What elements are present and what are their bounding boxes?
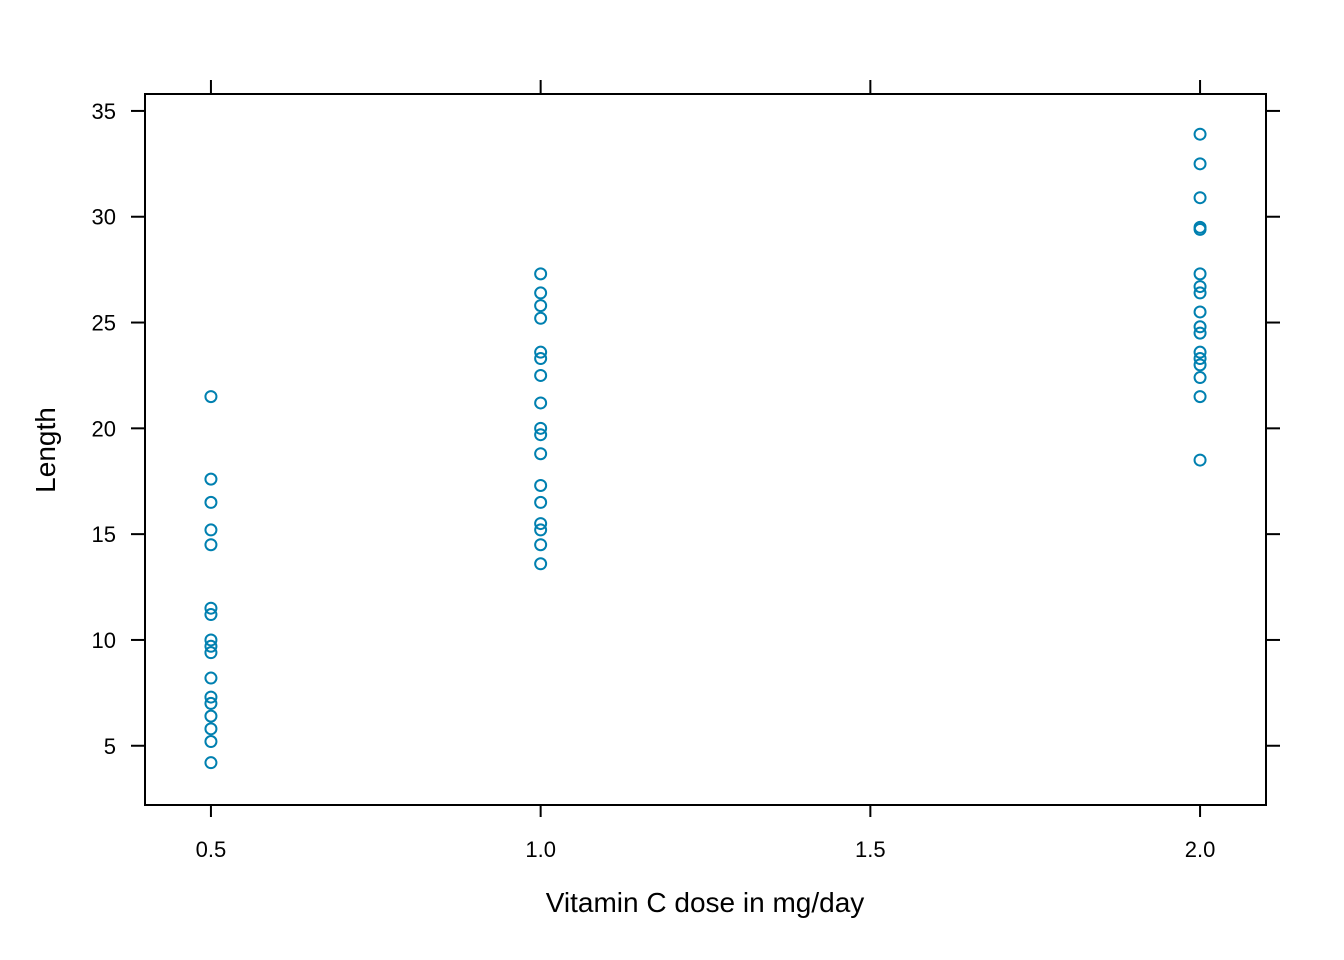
data-point	[1193, 352, 1207, 366]
data-point	[204, 608, 218, 622]
data-point	[204, 601, 218, 615]
y-tick-label: 35	[92, 99, 116, 124]
data-points	[204, 127, 1207, 770]
data-point	[204, 696, 218, 710]
data-point	[1193, 320, 1207, 334]
x-axis: 0.5 1.0 1.5 2.0	[196, 80, 1216, 862]
data-point	[534, 267, 548, 281]
data-point	[1193, 127, 1207, 141]
data-point	[204, 646, 218, 660]
data-point	[1193, 345, 1207, 359]
y-tick-label: 30	[92, 205, 116, 230]
plot-frame	[144, 93, 1267, 806]
y-axis: 5 10 15 20 25 30 35	[92, 99, 1280, 759]
data-point	[534, 286, 548, 300]
data-point	[534, 421, 548, 435]
data-point	[534, 311, 548, 325]
data-point	[1193, 286, 1207, 300]
x-tick-label: 0.5	[196, 837, 227, 862]
data-point	[534, 517, 548, 531]
data-point	[1193, 191, 1207, 205]
data-point	[204, 523, 218, 537]
data-point	[534, 352, 548, 366]
y-tick-label: 5	[104, 734, 116, 759]
data-point	[1193, 267, 1207, 281]
data-point	[534, 447, 548, 461]
y-tick-label: 20	[92, 416, 116, 441]
data-point	[204, 538, 218, 552]
data-point	[1193, 280, 1207, 294]
data-point	[534, 345, 548, 359]
data-point	[204, 722, 218, 736]
x-axis-title: Vitamin C dose in mg/day	[546, 887, 865, 918]
y-tick-label: 15	[92, 522, 116, 547]
data-point	[204, 390, 218, 404]
x-tick-label: 2.0	[1185, 837, 1216, 862]
data-point	[204, 756, 218, 770]
data-point	[204, 495, 218, 509]
data-point	[534, 495, 548, 509]
data-point	[1193, 371, 1207, 385]
data-point	[534, 523, 548, 537]
data-point	[1193, 453, 1207, 467]
y-tick-label: 10	[92, 628, 116, 653]
data-point	[204, 735, 218, 749]
y-tick-label: 25	[92, 311, 116, 336]
data-point	[1193, 305, 1207, 319]
data-point	[204, 633, 218, 647]
data-point	[204, 709, 218, 723]
data-point	[1193, 326, 1207, 340]
data-point	[1193, 390, 1207, 404]
data-point	[534, 557, 548, 571]
data-point	[1193, 220, 1207, 234]
data-point	[204, 639, 218, 653]
data-point	[534, 478, 548, 492]
data-point	[534, 538, 548, 552]
data-point	[534, 396, 548, 410]
x-tick-label: 1.5	[855, 837, 886, 862]
data-point	[534, 368, 548, 382]
data-point	[1193, 358, 1207, 372]
data-point	[534, 299, 548, 313]
y-axis-title: Length	[30, 407, 61, 493]
data-point	[1193, 157, 1207, 171]
data-point	[204, 671, 218, 685]
x-tick-label: 1.0	[525, 837, 556, 862]
data-point	[204, 472, 218, 486]
data-point	[204, 690, 218, 704]
data-point	[534, 428, 548, 442]
